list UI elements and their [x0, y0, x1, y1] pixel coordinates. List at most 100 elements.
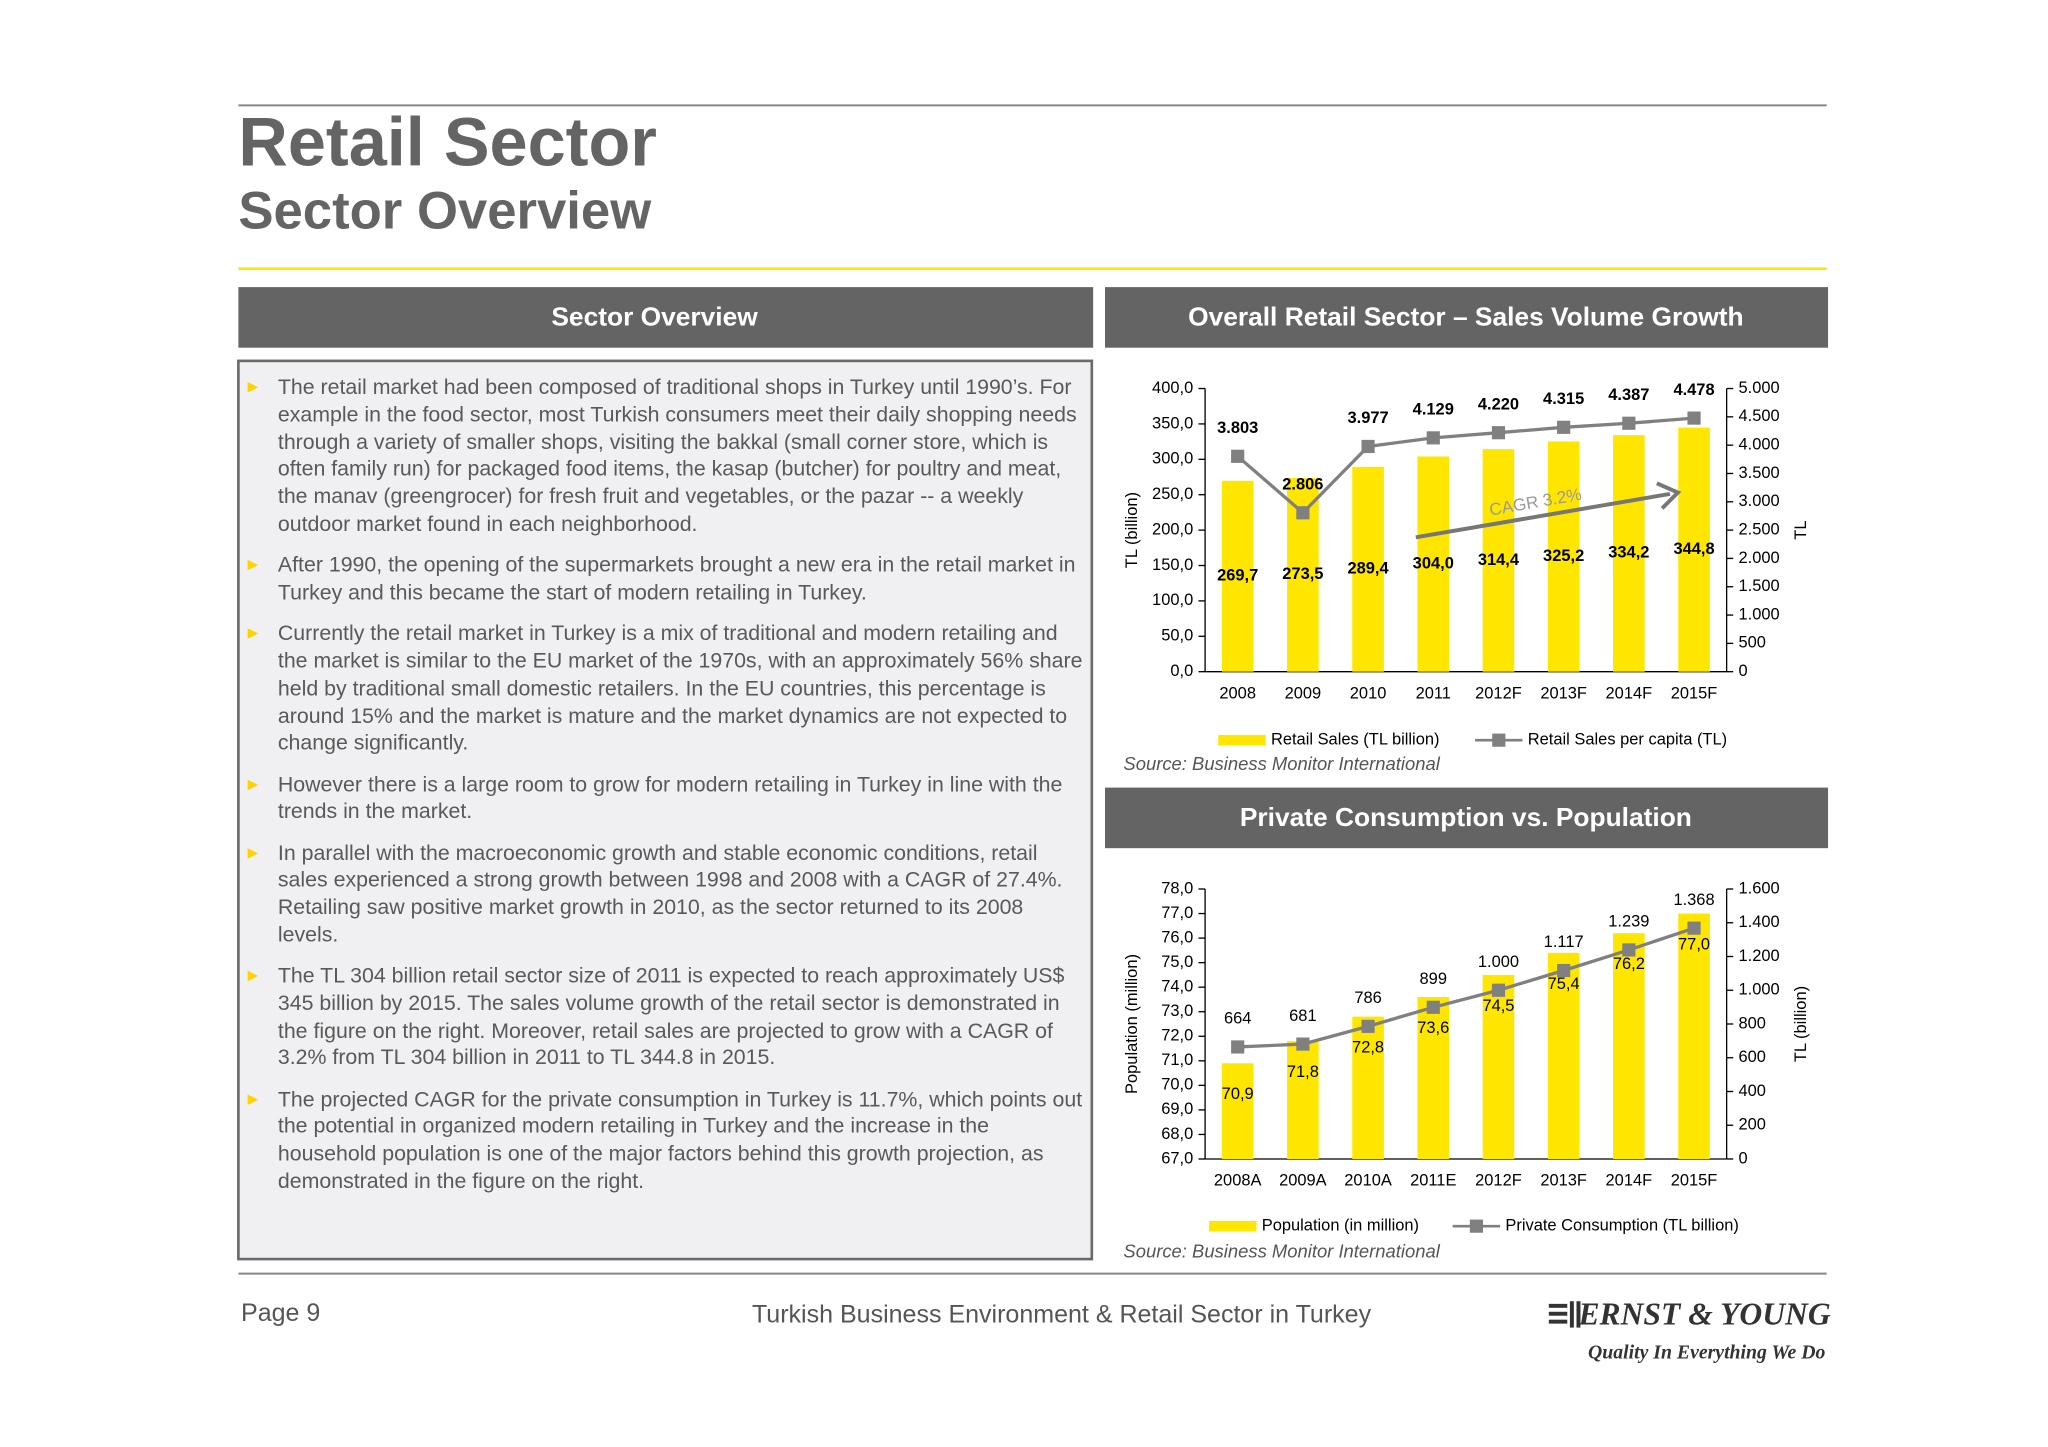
- x-tick-label: 2008A: [1214, 1172, 1262, 1190]
- legend-label: Retail Sales per capita (TL): [1528, 731, 1727, 749]
- x-tick-label: 2012F: [1475, 684, 1522, 702]
- line-value-label: 4.387: [1608, 386, 1649, 404]
- line: [1236, 416, 1695, 516]
- y-tick-label: 100,0: [1152, 591, 1193, 609]
- bar: [1678, 913, 1710, 1159]
- line-marker: [1491, 983, 1506, 997]
- y-tick-label: 72,0: [1161, 1027, 1193, 1045]
- line-marker: [1426, 1000, 1440, 1014]
- bar: [1352, 466, 1384, 672]
- y2-axis-title: TL: [1792, 521, 1810, 540]
- y-tick-label: 250,0: [1152, 485, 1193, 503]
- bar-value-label: 344,8: [1673, 540, 1714, 558]
- page-number: Page 9: [241, 1299, 320, 1327]
- line-value-label: 1.239: [1608, 913, 1649, 931]
- y-tick-label: 68,0: [1161, 1125, 1193, 1143]
- y2-tick-label: 4.500: [1738, 407, 1779, 425]
- bar-value-label: 304,0: [1413, 554, 1454, 572]
- bar-value-label: 325,2: [1543, 547, 1584, 565]
- y-tick-label: 73,0: [1161, 1002, 1193, 1020]
- line-value-label: 1.368: [1673, 891, 1714, 909]
- logo-icon: [1548, 1301, 1581, 1328]
- legend-label: Private Consumption (TL billion): [1505, 1217, 1739, 1235]
- page-title: Retail Sector: [238, 104, 657, 181]
- x-tick-label: 2013F: [1540, 684, 1587, 702]
- bar-value-label: 77,0: [1678, 935, 1710, 953]
- bullet-text: In parallel with the macroeconomic growt…: [277, 840, 1063, 947]
- line-value-label: 4.129: [1413, 401, 1454, 419]
- y-tick-label: 50,0: [1161, 627, 1193, 645]
- bar: [1287, 1041, 1319, 1159]
- bullet-arrow: [247, 970, 259, 982]
- bullet: The TL 304 billion retail sector size of…: [247, 963, 1086, 1073]
- bar: [1547, 952, 1580, 1159]
- logo-tagline: Quality In Everything We Do: [1588, 1341, 1826, 1363]
- x-tick-label: 2013F: [1540, 1172, 1587, 1190]
- line-marker: [1296, 1037, 1310, 1051]
- left-heading-box: [238, 287, 1094, 348]
- bar-value-label: 73,6: [1417, 1019, 1449, 1037]
- line-value-label: 664: [1224, 1010, 1251, 1028]
- bar-value-label: 74,5: [1482, 997, 1514, 1015]
- y2-tick-label: 3.500: [1738, 464, 1779, 482]
- bullet-text: However there is a large room to grow fo…: [277, 772, 1063, 824]
- legend-swatch-marker: [1492, 733, 1506, 747]
- y-tick-label: 75,0: [1161, 953, 1193, 971]
- y2-tick-label: 5.000: [1738, 379, 1779, 397]
- left-panel: [237, 359, 1094, 1261]
- logo-text: ERNST & YOUNG: [1577, 1296, 1830, 1331]
- x-tick-label: 2014F: [1606, 1172, 1653, 1190]
- line-value-label: 4.315: [1543, 390, 1584, 408]
- x-tick-label: 2011: [1416, 684, 1451, 702]
- line-value-label: 786: [1354, 989, 1381, 1007]
- y-tick-label: 67,0: [1161, 1149, 1193, 1167]
- line: [1237, 926, 1695, 1049]
- line-value-label: 1.117: [1544, 933, 1584, 951]
- bar: [1352, 1016, 1384, 1159]
- line-marker: [1231, 1040, 1245, 1054]
- line-marker: [1361, 439, 1375, 454]
- y-tick-label: 74,0: [1161, 978, 1193, 996]
- line-marker: [1361, 1019, 1375, 1033]
- y-tick-label: 69,0: [1161, 1100, 1193, 1118]
- line-marker: [1687, 921, 1701, 935]
- page-subtitle: Sector Overview: [238, 182, 652, 241]
- y-tick-label: 200,0: [1152, 520, 1193, 538]
- bar: [1482, 449, 1515, 672]
- bar: [1221, 1063, 1254, 1159]
- bullet-text: Currently the retail market in Turkey is…: [277, 621, 1083, 756]
- bar: [1678, 427, 1710, 672]
- x-tick-label: 2010A: [1344, 1172, 1392, 1190]
- bullet: Currently the retail market in Turkey is…: [247, 621, 1086, 758]
- y2-tick-label: 800: [1738, 1014, 1765, 1032]
- line-value-label: 3.977: [1347, 409, 1388, 427]
- line-marker: [1687, 411, 1701, 425]
- legend-swatch: [1209, 1220, 1257, 1232]
- y2-tick-label: 1.600: [1738, 879, 1779, 897]
- bar-value-label: 75,4: [1548, 975, 1580, 993]
- legend-swatch: [1218, 734, 1266, 746]
- x-tick-label: 2015F: [1671, 684, 1718, 702]
- chart-heading: Private Consumption vs. Population: [1240, 802, 1692, 832]
- line-marker: [1557, 420, 1571, 434]
- bullet-list: The retail market had been composed of t…: [247, 374, 1086, 1209]
- left-heading: Sector Overview: [551, 302, 758, 332]
- line-value-label: 2.806: [1282, 475, 1323, 493]
- y2-tick-label: 2.000: [1738, 549, 1779, 567]
- legend-label: Retail Sales (TL billion): [1271, 731, 1440, 749]
- bar: [1482, 974, 1515, 1159]
- line-value-label: 4.220: [1478, 395, 1519, 413]
- y-axis-title: TL (billion): [1123, 492, 1141, 568]
- y2-axis-title: TL (billion): [1792, 986, 1810, 1062]
- y-tick-label: 71,0: [1161, 1051, 1193, 1069]
- y2-tick-label: 400: [1738, 1082, 1765, 1100]
- y-tick-label: 77,0: [1161, 904, 1193, 922]
- line-value-label: 1.000: [1478, 953, 1519, 971]
- y2-tick-label: 2.500: [1738, 520, 1779, 538]
- bar-value-label: 334,2: [1608, 544, 1649, 562]
- y2-tick-label: 1.200: [1738, 947, 1779, 965]
- y2-tick-label: 3.000: [1738, 492, 1779, 510]
- y2-tick-label: 1.000: [1738, 605, 1779, 623]
